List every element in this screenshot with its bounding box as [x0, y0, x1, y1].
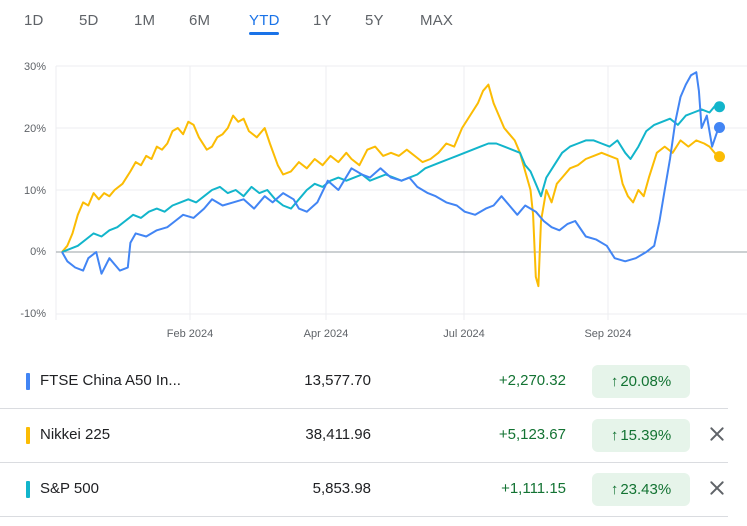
y-tick-label: 20% — [24, 123, 46, 135]
index-name: S&P 500 — [40, 480, 99, 497]
index-change: +5,123.67 — [498, 426, 566, 443]
series-color-swatch — [26, 427, 30, 444]
y-axis-labels: 30% 20% 10% 0% -10% — [20, 61, 46, 320]
series-color-swatch — [26, 373, 30, 390]
tab-1y[interactable]: 1Y — [313, 12, 332, 29]
arrow-up-icon: ↑ — [610, 481, 619, 498]
tab-max[interactable]: MAX — [420, 12, 454, 29]
index-name: Nikkei 225 — [40, 426, 111, 443]
x-axis-labels: Feb 2024 Apr 2024 Jul 2024 Sep 2024 — [167, 328, 632, 340]
remove-comparison-button[interactable] — [706, 477, 728, 499]
tab-1m[interactable]: 1M — [134, 12, 156, 29]
arrow-up-icon: ↑ — [610, 427, 619, 444]
chart-grid — [55, 65, 747, 320]
row-divider — [0, 462, 728, 463]
index-price: 13,577.70 — [304, 372, 371, 389]
series-line-1 — [61, 83, 721, 288]
percent-change-value: 23.43% — [620, 481, 672, 498]
tab-5y[interactable]: 5Y — [365, 12, 384, 29]
range-tabs: 1D 5D 1M 6M YTD 1Y 5Y MAX — [0, 0, 747, 44]
series-endpoint-dot-1 — [714, 151, 725, 163]
row-divider — [0, 516, 728, 517]
x-tick-label: Jul 2024 — [443, 328, 485, 340]
percent-change-badge: ↑ 15.39% — [592, 419, 690, 452]
series-color-swatch — [26, 481, 30, 498]
y-tick-label: -10% — [20, 308, 46, 320]
series-endpoint-dot-2 — [714, 101, 725, 113]
remove-comparison-button[interactable] — [706, 423, 728, 445]
comparison-row-sp500[interactable]: S&P 500 5,853.98 +1,111.15 ↑ 23.43% — [0, 463, 728, 515]
y-tick-label: 10% — [24, 185, 46, 197]
comparison-row-ftse[interactable]: FTSE China A50 In... 13,577.70 +2,270.32… — [0, 355, 728, 407]
percent-change-value: 20.08% — [620, 373, 672, 390]
index-change: +2,270.32 — [498, 372, 566, 389]
tab-1d[interactable]: 1D — [24, 12, 44, 29]
percent-change-badge: ↑ 20.08% — [592, 365, 690, 398]
x-tick-label: Apr 2024 — [304, 328, 349, 340]
percent-change-value: 15.39% — [620, 427, 672, 444]
series-lines — [61, 71, 721, 288]
comparison-row-nikkei[interactable]: Nikkei 225 38,411.96 +5,123.67 ↑ 15.39% — [0, 409, 728, 461]
percent-change-badge: ↑ 23.43% — [592, 473, 690, 506]
index-change: +1,111.15 — [501, 480, 566, 497]
active-tab-indicator — [249, 32, 279, 35]
tab-6m[interactable]: 6M — [189, 12, 211, 29]
index-name: FTSE China A50 In... — [40, 372, 181, 389]
y-tick-label: 0% — [30, 246, 46, 258]
tab-5d[interactable]: 5D — [79, 12, 99, 29]
x-tick-label: Feb 2024 — [167, 328, 213, 340]
index-price: 38,411.96 — [305, 426, 371, 443]
y-tick-label: 30% — [24, 61, 46, 73]
x-tick-label: Sep 2024 — [584, 328, 631, 340]
series-endpoint-dot-0 — [714, 122, 725, 134]
tab-ytd[interactable]: YTD — [249, 12, 280, 29]
price-chart[interactable]: 30% 20% 10% 0% -10% Feb 2024 Apr 2024 Ju… — [0, 50, 747, 340]
arrow-up-icon: ↑ — [610, 373, 619, 390]
series-line-0 — [61, 71, 721, 275]
index-price: 5,853.98 — [312, 480, 371, 497]
row-divider — [0, 408, 728, 409]
series-endpoints — [714, 101, 725, 163]
